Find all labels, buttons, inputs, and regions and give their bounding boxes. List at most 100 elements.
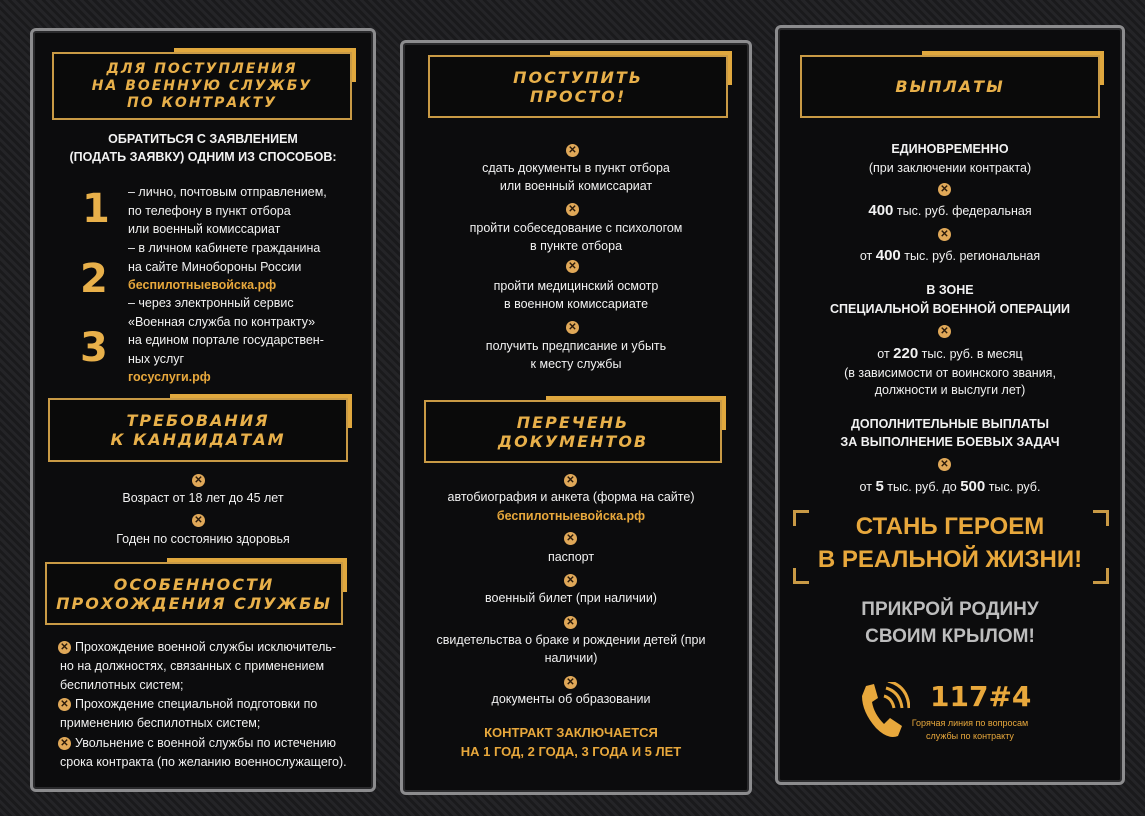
zone-title: СПЕЦИАЛЬНОЙ ВОЕННОЙ ОПЕРАЦИИ xyxy=(829,302,1071,316)
x-bullet-icon: ✕ xyxy=(566,321,579,334)
gosuslugi-link[interactable]: госуслуги.рф xyxy=(128,370,211,384)
step-line: получить предписание и убыть xyxy=(485,339,667,353)
text: тыс. руб. региональная xyxy=(900,249,1041,263)
extra-range: от 5 тыс. руб. до 500 тыс. руб. xyxy=(785,478,1115,496)
amount: 400 xyxy=(868,202,894,219)
right-panel xyxy=(775,25,1125,785)
method-2-text: – в личном кабинете гражданина на сайте … xyxy=(128,239,320,295)
once-note: (при заключении контракта) xyxy=(868,161,1032,175)
header-line: ПРОСТО! xyxy=(529,86,627,106)
easy-header: ПОСТУПИТЬ ПРОСТО! xyxy=(428,51,732,118)
doc-line: паспорт xyxy=(547,550,595,564)
bracket-corner xyxy=(1093,568,1109,584)
x-bullet-icon: ✕ xyxy=(566,203,579,216)
doc-line: автобиография и анкета (форма на сайте) xyxy=(447,490,695,504)
bracket-corner xyxy=(1093,510,1109,526)
payments-header: ВЫПЛАТЫ xyxy=(800,51,1104,118)
method-3-text: – через электронный сервис «Военная служ… xyxy=(128,294,324,387)
once-title: ЕДИНОВРЕМЕННО xyxy=(891,142,1009,156)
enlist-header: ДЛЯ ПОСТУПЛЕНИЯ НА ВОЕННУЮ СЛУЖБУ ПО КОН… xyxy=(52,48,356,120)
site-link[interactable]: беспилотныевойска.рф xyxy=(496,509,646,523)
regional-payment: от 400 тыс. руб. региональная xyxy=(785,247,1115,265)
hotline-caption: Горячая линия по вопросам xyxy=(911,718,1029,728)
x-bullet-icon: ✕ xyxy=(938,458,951,471)
text-line: или военный комиссариат xyxy=(128,222,281,236)
text-line: по телефону в пункт отбора xyxy=(128,203,291,218)
header-line: ОСОБЕННОСТИ xyxy=(113,574,275,594)
step-line: сдать документы в пункт отбора xyxy=(482,161,670,175)
intro-line: (ПОДАТЬ ЗАЯВКУ) ОДНИМ ИЗ СПОСОБОВ: xyxy=(69,150,337,164)
x-bullet-icon: ✕ xyxy=(564,616,577,629)
bracket-corner xyxy=(793,568,809,584)
x-bullet-icon: ✕ xyxy=(566,260,579,273)
extra-title: ДОПОЛНИТЕЛЬНЫЕ ВЫПЛАТЫ xyxy=(851,417,1049,431)
contract-terms: КОНТРАКТ ЗАКЛЮЧАЕТСЯ xyxy=(484,725,658,740)
header-line: ПЕРЕЧЕНЬ xyxy=(516,412,630,432)
zone-title: В ЗОНЕ xyxy=(926,283,974,297)
monthly-payment: от 220 тыс. руб. в месяц xyxy=(785,345,1115,363)
text-line: Прохождение специальной подготовки по xyxy=(75,697,318,711)
text: от xyxy=(877,347,894,361)
text: тыс. руб. в месяц xyxy=(918,347,1023,361)
method-number: 1 xyxy=(82,186,110,232)
text-line: Прохождение военной службы исключитель- xyxy=(75,640,337,654)
bracket-corner xyxy=(793,510,809,526)
feature-item: Увольнение с военной службы по истечению… xyxy=(60,734,347,772)
contract-terms: НА 1 ГОД, 2 ГОДА, 3 ГОДА И 5 ЛЕТ xyxy=(460,744,682,759)
feature-item: Прохождение военной службы исключитель- … xyxy=(60,638,337,695)
step-line: к месту службы xyxy=(530,357,622,371)
slogan-secondary: СВОИМ КРЫЛОМ! xyxy=(865,626,1035,647)
step-line: или военный комиссариат xyxy=(499,179,653,193)
phone-icon xyxy=(862,682,910,737)
step-line: в военном комиссариате xyxy=(503,297,649,311)
requirement-health: Годен по состоянию здоровья xyxy=(116,532,290,546)
hotline-number[interactable]: 117#4 xyxy=(930,680,1032,713)
text-line: применению беспилотных систем; xyxy=(60,716,261,730)
text-line: ных услуг xyxy=(128,351,185,366)
hotline-caption: службы по контракту xyxy=(926,731,1014,741)
federal-payment: 400 тыс. руб. федеральная xyxy=(785,202,1115,220)
amount: 500 xyxy=(960,478,986,495)
slogan-secondary: ПРИКРОЙ РОДИНУ xyxy=(861,599,1039,620)
x-bullet-icon: ✕ xyxy=(564,574,577,587)
intro-line: ОБРАТИТЬСЯ С ЗАЯВЛЕНИЕМ xyxy=(108,132,298,146)
doc-line: документы об образовании xyxy=(491,692,651,706)
header-line: К КАНДИДАТАМ xyxy=(110,430,286,449)
header-line: ВЫПЛАТЫ xyxy=(895,77,1005,96)
text: тыс. руб. xyxy=(985,480,1041,494)
method-number: 2 xyxy=(80,256,108,302)
x-bullet-icon: ✕ xyxy=(938,228,951,241)
text: от xyxy=(859,480,876,494)
amount: 400 xyxy=(875,247,901,264)
slogan: В РЕАЛЬНОЙ ЖИЗНИ! xyxy=(817,546,1083,573)
doc-line: наличии) xyxy=(544,651,598,665)
text-line: – в личном кабинете гражданина xyxy=(128,241,321,255)
text-line: на сайте Минобороны России xyxy=(128,259,302,274)
header-line: ПО КОНТРАКТУ xyxy=(127,94,277,111)
amount: 5 xyxy=(875,478,884,495)
documents-header: ПЕРЕЧЕНЬ ДОКУМЕНТОВ xyxy=(424,396,726,463)
feature-item: Прохождение специальной подготовки по пр… xyxy=(60,695,318,733)
requirement-age: Возраст от 18 лет до 45 лет xyxy=(122,491,284,505)
x-bullet-icon: ✕ xyxy=(938,325,951,338)
site-link[interactable]: беспилотныевойска.рф xyxy=(128,278,277,292)
text-line: беспилотных систем; xyxy=(60,678,184,692)
header-line: ДЛЯ ПОСТУПЛЕНИЯ xyxy=(106,60,298,77)
extra-title: ЗА ВЫПОЛНЕНИЕ БОЕВЫХ ЗАДАЧ xyxy=(840,435,1060,449)
amount: 220 xyxy=(893,345,919,362)
x-bullet-icon: ✕ xyxy=(58,698,71,711)
text-line: Увольнение с военной службы по истечению xyxy=(75,736,337,750)
x-bullet-icon: ✕ xyxy=(564,532,577,545)
features-header: ОСОБЕННОСТИ ПРОХОЖДЕНИЯ СЛУЖБЫ xyxy=(45,558,347,625)
text-line: но на должностях, связанных с применение… xyxy=(60,659,325,673)
doc-line: военный билет (при наличии) xyxy=(485,591,657,605)
text-line: на едином портале государствен- xyxy=(128,333,324,347)
text-line: – через электронный сервис xyxy=(128,296,294,310)
text: тыс. руб. федеральная xyxy=(893,204,1032,218)
x-bullet-icon: ✕ xyxy=(192,474,205,487)
header-line: ПОСТУПИТЬ xyxy=(513,67,643,87)
header-line: ДОКУМЕНТОВ xyxy=(497,431,649,451)
text-line: – лично, почтовым отправлением, xyxy=(128,185,327,199)
step-line: пройти собеседование с психологом xyxy=(469,221,683,235)
header-line: ТРЕБОВАНИЯ xyxy=(126,411,270,430)
